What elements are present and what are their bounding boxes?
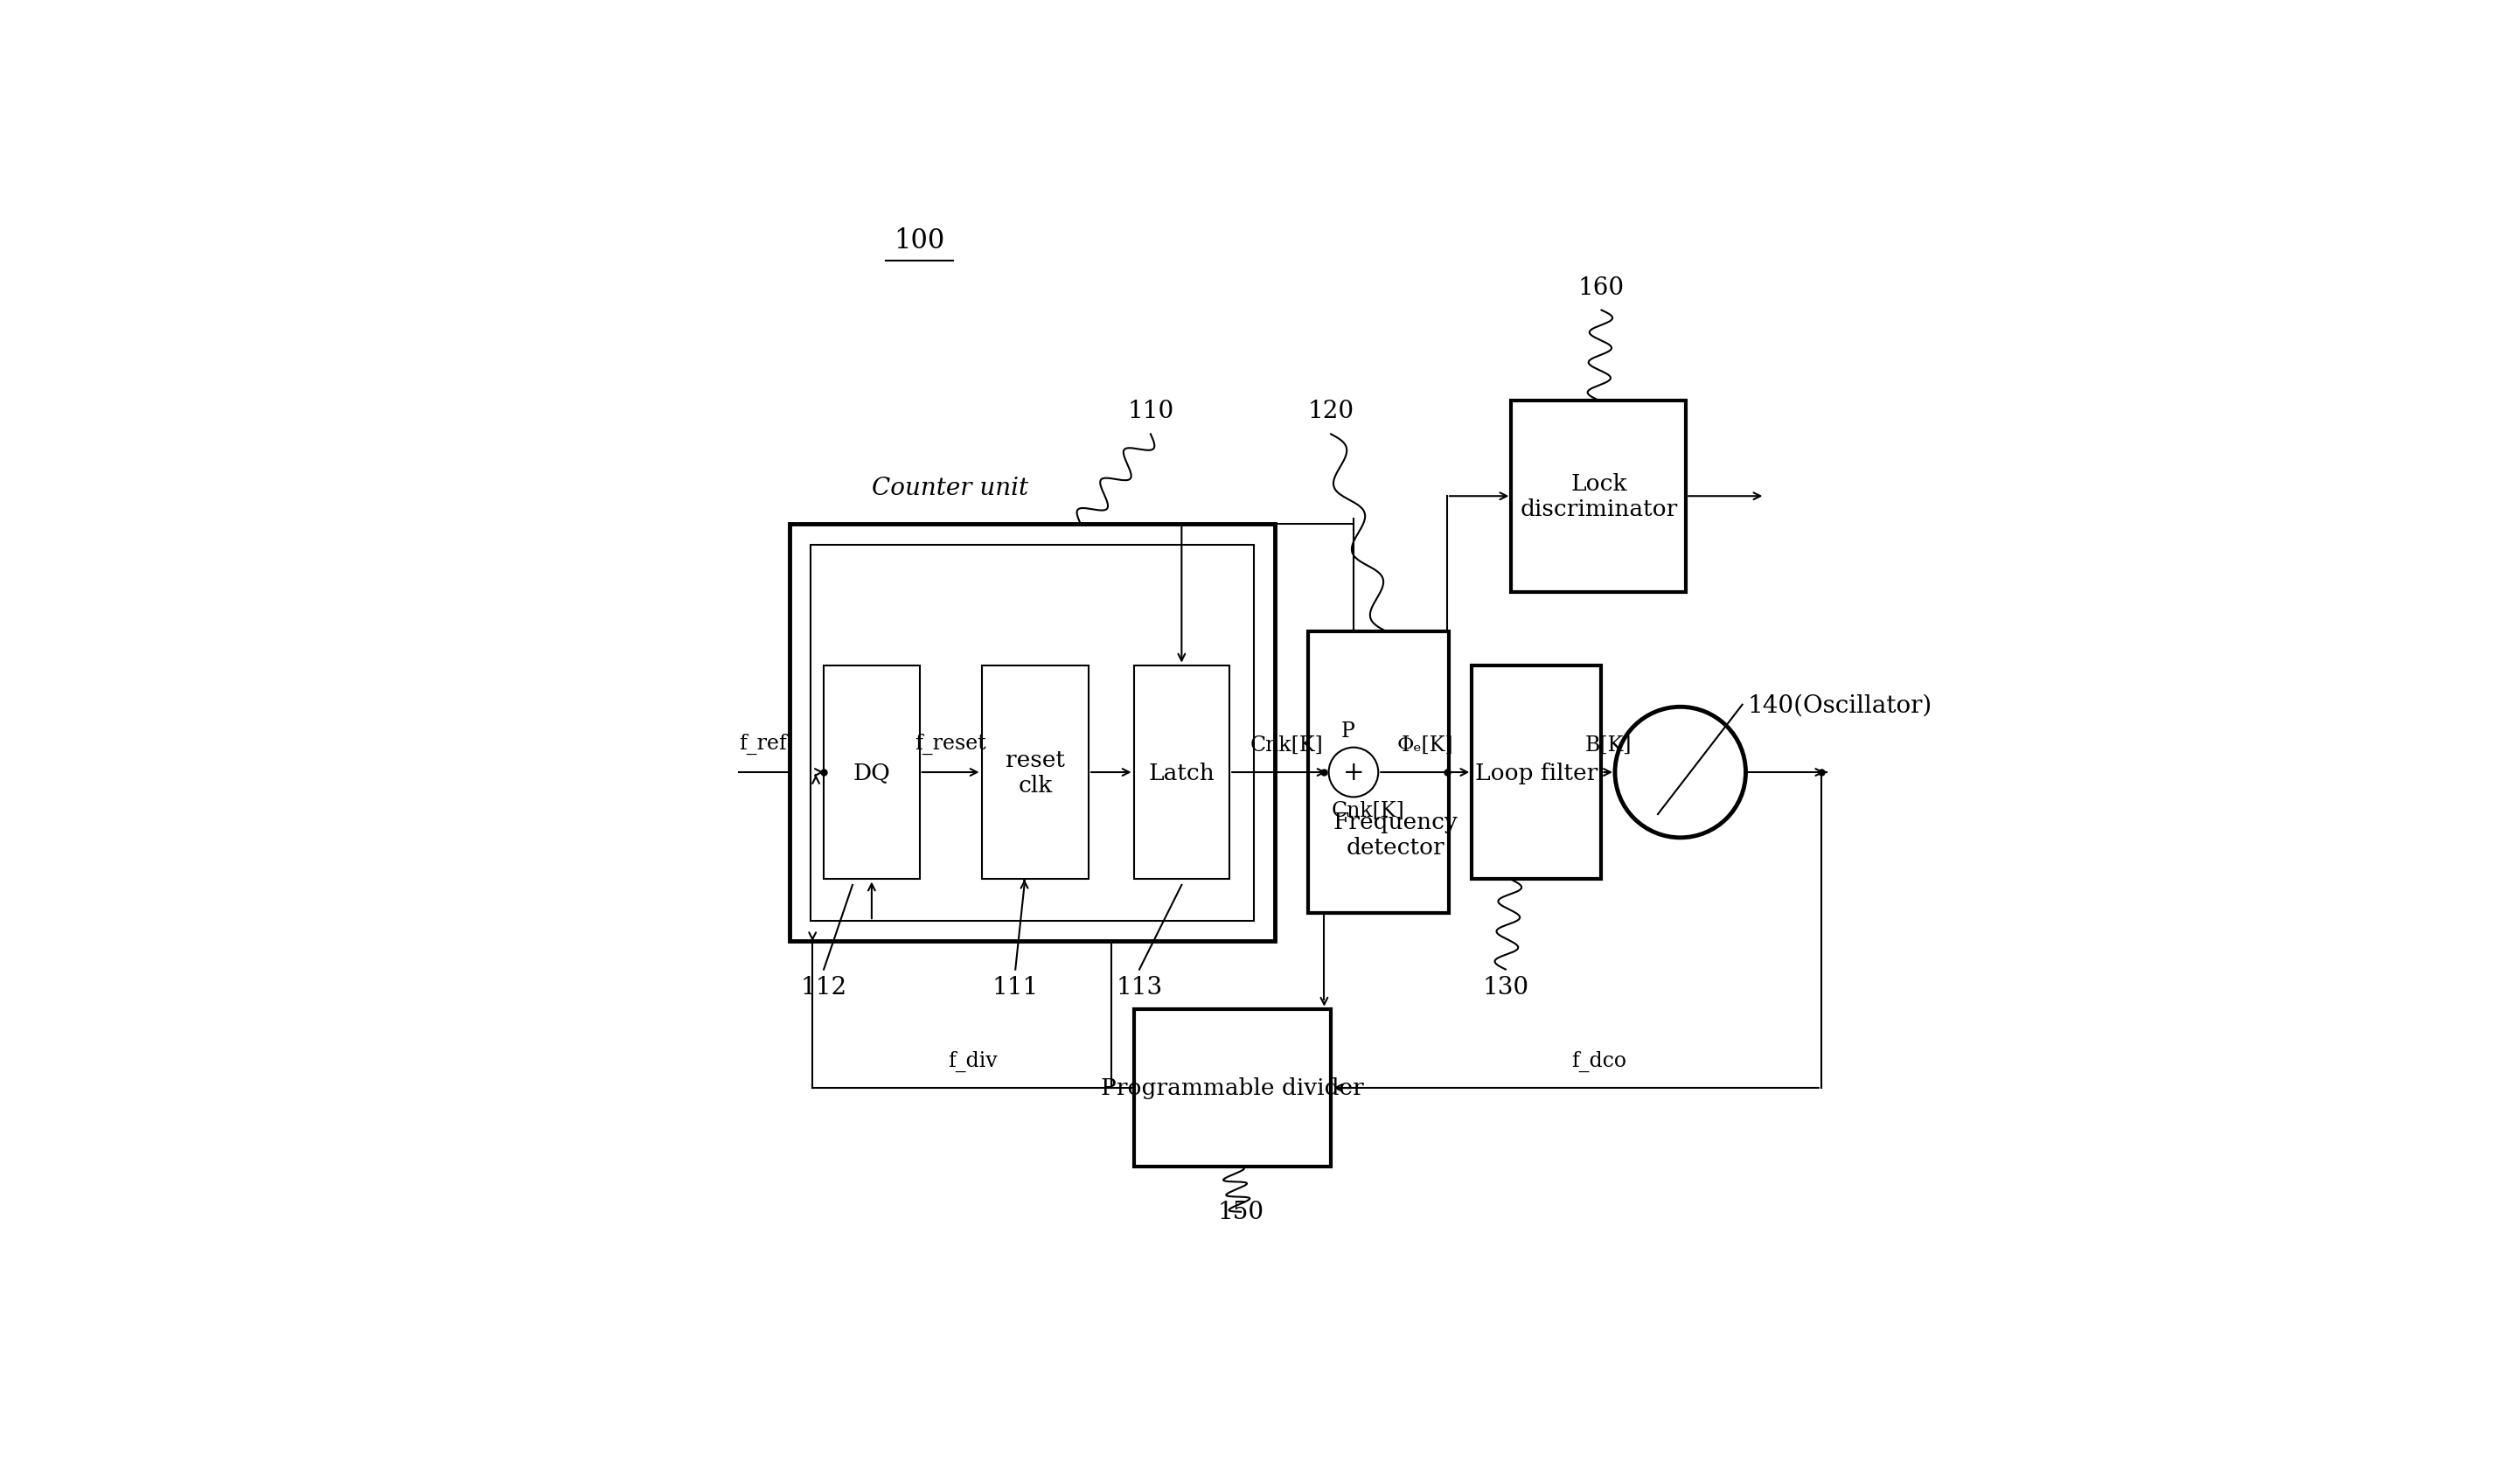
Bar [1134,666,1230,879]
Bar [1308,632,1449,913]
Text: 120: 120 [1308,399,1353,423]
Bar [824,666,920,879]
Text: 150: 150 [1217,1200,1265,1223]
Bar [811,546,1255,922]
Text: f_div: f_div [948,1050,998,1071]
Bar [1472,666,1600,879]
Text: 160: 160 [1578,277,1625,300]
Text: Programmable divider: Programmable divider [1101,1077,1363,1099]
Text: Cnk[K]: Cnk[K] [1331,800,1404,821]
Bar [1134,1009,1331,1167]
Text: 113: 113 [1116,976,1162,999]
Text: B[K]: B[K] [1585,734,1630,755]
Text: 140(Oscillator): 140(Oscillator) [1749,693,1933,717]
Text: 112: 112 [801,976,847,999]
Text: Φₑ[K]: Φₑ[K] [1396,734,1454,755]
Text: 130: 130 [1482,976,1530,999]
Text: 110: 110 [1126,399,1174,423]
Text: Counter unit: Counter unit [872,477,1028,500]
Text: 100: 100 [895,227,945,255]
Text: reset
clk: reset clk [1005,749,1066,796]
Bar [1512,401,1686,593]
Text: P: P [1341,721,1356,742]
Text: Frequency
detector: Frequency detector [1333,811,1459,859]
Text: f_reset: f_reset [915,733,985,755]
Text: DQ: DQ [852,762,890,784]
Text: 111: 111 [993,976,1038,999]
Text: +: + [1343,761,1363,784]
Bar [983,666,1089,879]
Text: Latch: Latch [1149,762,1215,784]
Text: Lock
discriminator: Lock discriminator [1520,473,1678,521]
Text: Loop filter: Loop filter [1474,762,1598,784]
Bar [789,525,1275,942]
Text: f_dco: f_dco [1570,1050,1625,1071]
Text: Cnk[K]: Cnk[K] [1250,734,1323,755]
Text: f_ref: f_ref [738,733,786,755]
